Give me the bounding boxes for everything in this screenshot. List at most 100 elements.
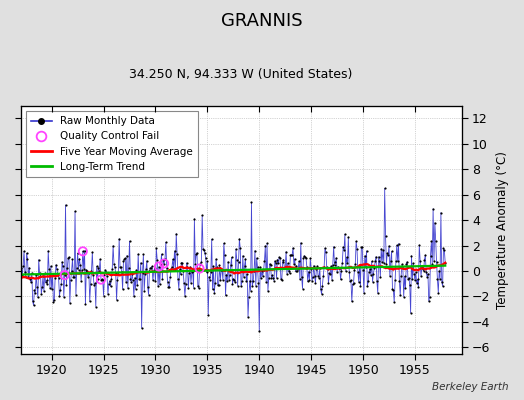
Y-axis label: Temperature Anomaly (°C): Temperature Anomaly (°C) [496, 151, 509, 309]
Point [224, 258, 232, 265]
Point [375, 258, 384, 264]
Point [69, 274, 78, 280]
Point [346, 278, 354, 285]
Point [186, 264, 194, 270]
Point [176, 266, 184, 272]
Point [82, 267, 91, 273]
Point [300, 252, 309, 259]
Point [298, 285, 307, 292]
Point [226, 272, 234, 278]
Point [314, 272, 322, 279]
Point [427, 252, 435, 259]
Point [109, 242, 117, 249]
Point [313, 263, 321, 269]
Point [276, 255, 284, 261]
Point [338, 260, 346, 266]
Point [193, 250, 201, 256]
Point [152, 245, 160, 252]
Point [102, 269, 111, 276]
Point [234, 282, 242, 289]
Point [130, 274, 139, 281]
Point [390, 299, 398, 305]
Point [144, 284, 152, 290]
Point [210, 289, 219, 296]
Point [134, 251, 143, 257]
Point [154, 283, 162, 289]
Point [108, 266, 116, 272]
Point [424, 270, 432, 277]
Point [165, 284, 173, 290]
Point [383, 250, 391, 257]
Point [343, 260, 352, 267]
Point [71, 208, 79, 214]
Point [330, 262, 339, 268]
Point [255, 328, 264, 334]
Point [308, 278, 316, 284]
Point [336, 276, 345, 283]
Point [78, 267, 86, 274]
Point [206, 276, 214, 283]
Point [74, 266, 83, 273]
Point [116, 264, 124, 270]
Point [106, 283, 115, 290]
Point [251, 248, 259, 254]
Point [145, 268, 154, 274]
Point [374, 290, 382, 296]
Point [156, 281, 164, 288]
Point [409, 260, 418, 266]
Point [204, 312, 212, 319]
Point [133, 282, 141, 288]
Point [148, 263, 156, 270]
Point [301, 254, 309, 261]
Point [16, 272, 25, 278]
Point [53, 271, 62, 278]
Point [75, 256, 83, 262]
Point [419, 268, 428, 274]
Point [149, 268, 158, 274]
Point [20, 248, 28, 254]
Title: 34.250 N, 94.333 W (United States): 34.250 N, 94.333 W (United States) [129, 68, 353, 81]
Point [112, 270, 120, 276]
Point [280, 264, 289, 271]
Point [48, 286, 56, 292]
Point [66, 300, 74, 306]
Point [19, 262, 27, 269]
Point [111, 264, 119, 270]
Point [232, 246, 240, 252]
Point [404, 276, 412, 283]
Point [359, 266, 367, 273]
Point [237, 283, 245, 290]
Point [195, 265, 204, 272]
Point [51, 274, 59, 281]
Point [258, 273, 267, 279]
Point [117, 264, 125, 270]
Point [352, 238, 361, 245]
Point [194, 283, 202, 289]
Point [79, 248, 87, 254]
Point [275, 254, 283, 260]
Point [70, 274, 79, 280]
Point [238, 278, 246, 285]
Point [376, 274, 385, 280]
Point [201, 250, 209, 256]
Point [381, 233, 390, 239]
Point [123, 252, 131, 259]
Point [235, 236, 244, 242]
Point [135, 276, 143, 282]
Point [79, 248, 87, 254]
Point [416, 258, 424, 265]
Point [287, 252, 296, 258]
Point [42, 277, 51, 284]
Point [324, 280, 333, 286]
Point [21, 274, 30, 280]
Point [290, 261, 298, 267]
Point [323, 266, 332, 272]
Point [389, 286, 398, 293]
Point [178, 260, 187, 266]
Point [114, 271, 123, 277]
Point [187, 280, 195, 286]
Point [435, 268, 443, 274]
Point [150, 265, 159, 271]
Point [169, 266, 178, 272]
Point [263, 240, 271, 246]
